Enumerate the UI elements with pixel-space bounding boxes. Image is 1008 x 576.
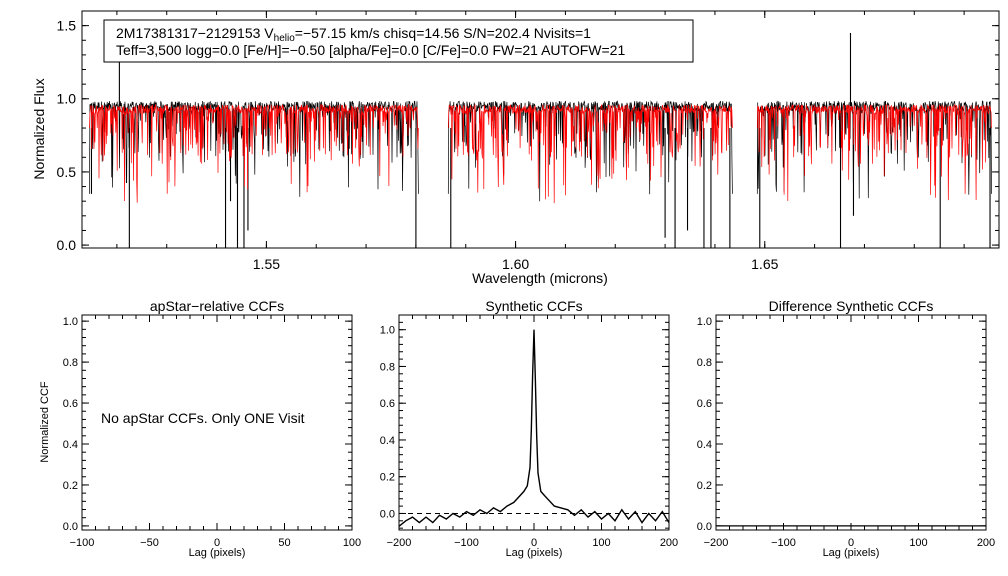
spectrum-plot-frame (81, 10, 1000, 249)
spectrum-xtick-label: 1.55 (253, 256, 280, 272)
spectrum-ytick-label: 1.0 (57, 91, 77, 107)
apstar-ytick-label: 0.6 (63, 398, 78, 410)
apstar-y-axis-label: Normalized CCF (39, 381, 51, 463)
apstar-ytick-label: 1.0 (63, 316, 78, 328)
apstar-ytick-label: 0.4 (63, 439, 78, 451)
difference-ytick-label: 0.8 (697, 357, 712, 369)
spectrum-xtick-label: 1.65 (751, 256, 778, 272)
apstar-xtick-label: 50 (278, 537, 290, 549)
synthetic-ytick-label: 0.8 (380, 361, 395, 373)
spectrum-ticks: 1.55 1.60 1.65 0.0 0.5 1.0 1.5 (57, 10, 999, 272)
apstar-xtick-label: 100 (343, 537, 361, 549)
spectrum-x-axis-label: Wavelength (microns) (472, 270, 608, 286)
synthetic-ytick-label: 0.2 (380, 472, 395, 484)
difference-ytick-label: 0.4 (697, 439, 712, 451)
apstar-ytick-label: 0.8 (63, 357, 78, 369)
spectrum-series-observed (89, 100, 992, 202)
spectrum-lines (89, 32, 992, 248)
apstar-ticks: −100 −50 0 50 100 0.0 0.2 0.4 0.6 0.8 1.0 (63, 315, 361, 549)
spectrum-annotation-box (103, 19, 694, 63)
apstar-xtick-label: −100 (70, 537, 95, 549)
synthetic-ytick-label: 1.0 (380, 325, 395, 337)
spectrum-annotation-line2: Teff=3,500 logg=0.0 [Fe/H]=−0.50 [alpha/… (116, 42, 625, 58)
difference-ticks: −200 −100 0 100 200 0.0 0.2 0.4 0.6 0.8 1.0 (697, 315, 995, 549)
apstar-ytick-label: 0.0 (63, 521, 78, 533)
difference-ytick-label: 0.6 (697, 398, 712, 410)
synthetic-x-axis-label: Lag (pixels) (506, 547, 563, 559)
difference-xtick-label: 100 (909, 537, 927, 549)
spectrum-annotation-line1: 2M17381317−2129153 Vhelio=−57.15 km/s ch… (116, 25, 591, 44)
difference-xtick-label: −100 (771, 537, 796, 549)
synthetic-ytick-label: 0.0 (380, 508, 395, 520)
difference-ytick-label: 1.0 (697, 316, 712, 328)
apstar-no-ccf-message: No apStar CCFs. Only ONE Visit (101, 410, 305, 426)
synthetic-xtick-label: 200 (660, 537, 678, 549)
synthetic-ticks: −200 −100 0 100 200 0.0 0.2 0.4 0.6 0.8 1.0 (380, 314, 678, 549)
difference-xtick-label: 0 (848, 537, 854, 549)
spectrum-series-model (89, 103, 992, 204)
synthetic-ytick-label: 0.4 (380, 435, 395, 447)
synthetic-xtick-label: −100 (454, 537, 479, 549)
annotation-line1-pre: 2M17381317−2129153 V (116, 25, 274, 41)
spectrum-panel: 1.55 1.60 1.65 0.0 0.5 1.0 1.5 2M17381317−2129… (31, 10, 1000, 286)
difference-ccf-title: Difference Synthetic CCFs (769, 298, 934, 314)
apstar-ccf-panel: apStar−relative CCFs −100 −50 0 50 100 0.0 0.2… (39, 298, 361, 559)
difference-xtick-label: −200 (704, 537, 729, 549)
synthetic-ccf-panel: Synthetic CCFs −200 −100 0 100 200 0.0 0.2 0.4 0… (380, 298, 678, 559)
synthetic-ccf-title: Synthetic CCFs (485, 298, 582, 314)
annotation-line1-post: =−57.15 km/s chisq=14.56 S/N=202.4 Nvisi… (295, 25, 591, 41)
synthetic-xtick-label: 100 (592, 537, 610, 549)
spectrum-y-axis-label: Normalized Flux (31, 78, 47, 179)
difference-plot-frame (715, 314, 987, 531)
synthetic-xtick-label: 0 (531, 537, 537, 549)
synthetic-ccf-line (398, 329, 670, 527)
difference-x-axis-label: Lag (pixels) (823, 547, 880, 559)
synthetic-ccf-lines (398, 329, 670, 527)
annotation-line1-sub: helio (274, 33, 296, 44)
difference-xtick-label: 200 (977, 537, 995, 549)
apstar-x-axis-label: Lag (pixels) (189, 547, 246, 559)
spectrum-ytick-label: 0.0 (57, 237, 77, 253)
synthetic-xtick-label: −200 (387, 537, 412, 549)
difference-ytick-label: 0.2 (697, 480, 712, 492)
difference-ytick-label: 0.0 (697, 521, 712, 533)
apstar-ytick-label: 0.2 (63, 480, 78, 492)
spectrum-ytick-label: 0.5 (57, 164, 77, 180)
spectrum-ytick-label: 1.5 (57, 18, 77, 34)
difference-ccf-panel: Difference Synthetic CCFs −200 −100 0 100 20… (697, 298, 995, 559)
synthetic-ytick-label: 0.6 (380, 398, 395, 410)
apstar-ccf-title: apStar−relative CCFs (150, 298, 284, 314)
apstar-xtick-label: −50 (140, 537, 159, 549)
spectrum-xtick-label: 1.60 (502, 256, 529, 272)
apstar-xtick-label: 0 (214, 537, 220, 549)
